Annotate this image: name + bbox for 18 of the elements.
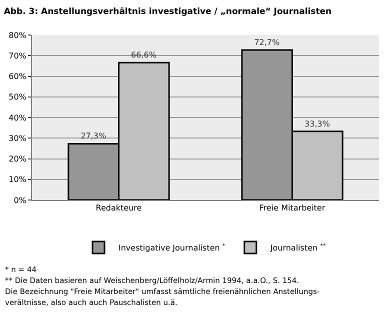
- y-tick-label: 0%: [14, 196, 27, 205]
- chart-title: Abb. 3: Anstellungsverhältnis investigative / „normale“ Journalisten: [4, 7, 332, 18]
- x-tick-label: Redakteure: [96, 204, 142, 213]
- x-tick-label: Freie Mitarbeiter: [259, 204, 326, 213]
- legend-label: Journalisten $^{**}$: [269, 242, 326, 253]
- y-tick-label: 70%: [8, 51, 27, 60]
- y-tick-label: 60%: [8, 72, 27, 82]
- legend-label: Investigative Journalisten $^{*}$: [118, 242, 226, 253]
- y-tick-label: 50%: [8, 92, 27, 102]
- y-tick-label: 40%: [8, 113, 27, 122]
- y-tick-label: 20%: [8, 154, 27, 164]
- y-tick-label: 30%: [8, 134, 27, 143]
- data-label: 66,6%: [131, 50, 157, 60]
- data-label: 72,7%: [254, 38, 280, 48]
- data-label: 27,3%: [80, 132, 106, 141]
- y-tick-label: 10%: [8, 175, 27, 184]
- data-label: 33,3%: [304, 119, 330, 128]
- y-tick-label: 80%: [8, 30, 27, 40]
